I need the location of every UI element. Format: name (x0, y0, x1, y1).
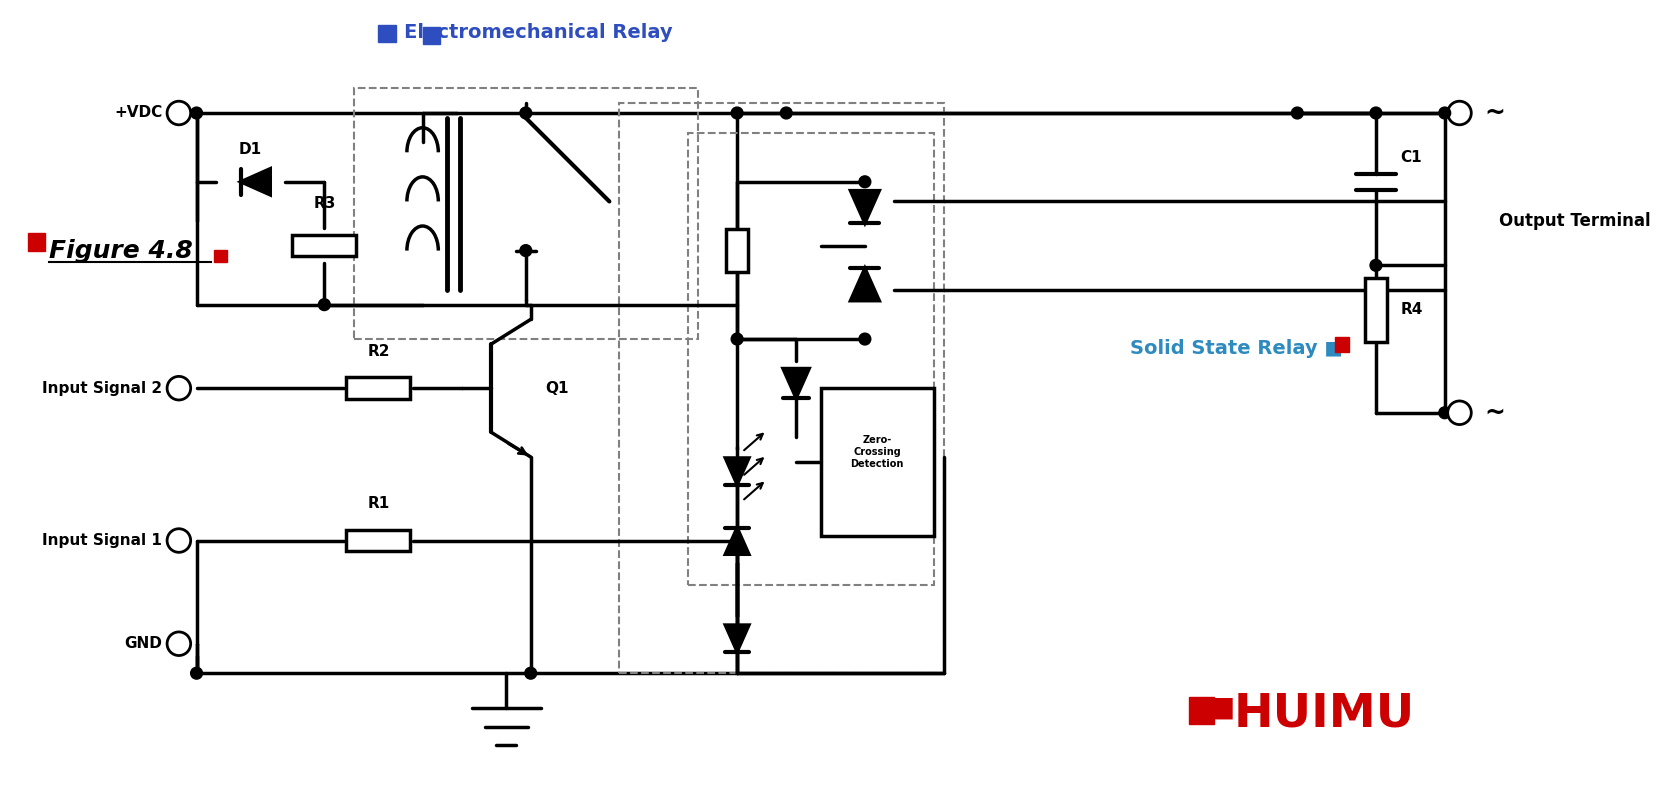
Bar (27, 233, 45, 251)
Text: Q1: Q1 (546, 381, 569, 396)
Circle shape (1439, 407, 1451, 419)
Polygon shape (725, 625, 749, 652)
Bar (346, 377, 410, 399)
Text: HUIMU: HUIMU (1234, 692, 1415, 737)
Circle shape (1447, 401, 1471, 425)
Bar (1365, 278, 1387, 342)
Text: ~: ~ (1484, 401, 1504, 425)
Bar (215, 250, 227, 263)
Text: Zero-
Crossing
Detection: Zero- Crossing Detection (851, 436, 903, 468)
Circle shape (319, 298, 331, 310)
Polygon shape (851, 268, 880, 301)
Circle shape (1447, 101, 1471, 124)
Circle shape (860, 333, 871, 345)
Text: ~: ~ (1484, 101, 1504, 125)
Bar (1189, 697, 1214, 725)
Text: R2: R2 (368, 344, 390, 359)
Circle shape (168, 101, 191, 124)
Circle shape (168, 632, 191, 655)
Polygon shape (782, 369, 809, 398)
Circle shape (520, 107, 532, 119)
Polygon shape (851, 191, 880, 223)
Text: GND: GND (124, 636, 163, 651)
Text: ■: ■ (1209, 693, 1244, 721)
Circle shape (1370, 107, 1382, 119)
Circle shape (1291, 107, 1303, 119)
Bar (1335, 337, 1350, 352)
Text: Figure 4.8: Figure 4.8 (49, 239, 193, 263)
Text: Output Terminal: Output Terminal (1499, 212, 1650, 230)
Text: C1: C1 (1400, 150, 1422, 164)
Text: Input Signal 2: Input Signal 2 (42, 381, 163, 396)
Text: ■ Electromechanical Relay: ■ Electromechanical Relay (379, 23, 673, 42)
Circle shape (526, 667, 537, 679)
Text: R1: R1 (368, 496, 390, 511)
Polygon shape (725, 458, 749, 484)
Text: +VDC: +VDC (114, 105, 163, 120)
Text: R3: R3 (314, 196, 336, 211)
Circle shape (860, 176, 871, 188)
Circle shape (191, 107, 203, 119)
Circle shape (168, 377, 191, 400)
Circle shape (732, 333, 744, 345)
Circle shape (520, 245, 532, 256)
Bar (292, 235, 356, 256)
Bar (423, 26, 440, 44)
Text: R4: R4 (1400, 302, 1422, 317)
Circle shape (168, 529, 191, 552)
Polygon shape (725, 527, 749, 555)
Bar (346, 530, 410, 551)
Circle shape (1439, 107, 1451, 119)
Bar (727, 229, 747, 272)
Text: Solid State Relay ■: Solid State Relay ■ (1130, 339, 1343, 358)
Circle shape (1370, 259, 1382, 271)
Circle shape (732, 107, 744, 119)
Text: Input Signal 1: Input Signal 1 (42, 533, 163, 548)
Text: D1: D1 (238, 142, 262, 157)
Circle shape (781, 107, 792, 119)
Bar (378, 25, 396, 42)
FancyBboxPatch shape (821, 388, 934, 535)
Circle shape (191, 667, 203, 679)
Polygon shape (240, 168, 270, 195)
